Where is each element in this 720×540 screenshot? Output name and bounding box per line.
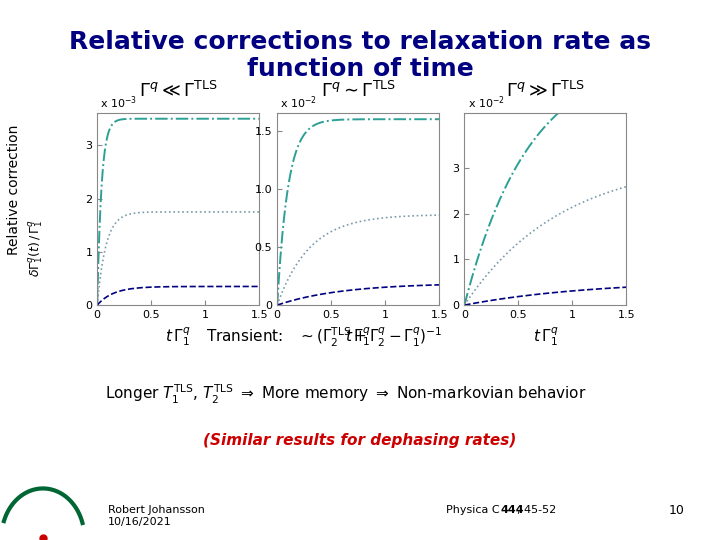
Text: 10: 10 (669, 504, 685, 517)
X-axis label: $t\,\Gamma_1^q$: $t\,\Gamma_1^q$ (533, 326, 558, 348)
Text: Relative correction: Relative correction (7, 125, 21, 255)
Text: Physica C: Physica C (446, 505, 503, 515)
Text: Robert Johansson
10/16/2021: Robert Johansson 10/16/2021 (108, 505, 205, 526)
Text: $\delta\Gamma_1^q(t)\,/\,\Gamma_1^q$: $\delta\Gamma_1^q(t)\,/\,\Gamma_1^q$ (27, 219, 45, 276)
Text: x 10$^{-3}$: x 10$^{-3}$ (101, 95, 138, 111)
Text: 444: 444 (500, 505, 524, 515)
Text: function of time: function of time (247, 57, 473, 80)
Text: x 10$^{-2}$: x 10$^{-2}$ (281, 95, 318, 111)
X-axis label: $t\,\Gamma_1^q$: $t\,\Gamma_1^q$ (166, 326, 191, 348)
Text: , 45-52: , 45-52 (517, 505, 557, 515)
Text: Relative corrections to relaxation rate as: Relative corrections to relaxation rate … (69, 30, 651, 53)
Text: x 10$^{-2}$: x 10$^{-2}$ (468, 95, 505, 111)
Text: Transient:   $\sim (\Gamma_2^{\mathrm{TLS}}+\Gamma_2^q-\Gamma_1^q)^{-1}$: Transient: $\sim (\Gamma_2^{\mathrm{TLS}… (206, 326, 442, 349)
X-axis label: $t\,\Gamma_1^q$: $t\,\Gamma_1^q$ (346, 326, 371, 348)
Title: $\Gamma^q \gg \Gamma^{\mathrm{TLS}}$: $\Gamma^q \gg \Gamma^{\mathrm{TLS}}$ (506, 80, 585, 101)
Title: $\Gamma^q \ll \Gamma^{\mathrm{TLS}}$: $\Gamma^q \ll \Gamma^{\mathrm{TLS}}$ (139, 80, 217, 101)
Text: (Similar results for dephasing rates): (Similar results for dephasing rates) (203, 433, 517, 448)
Title: $\Gamma^q \sim \Gamma^{\mathrm{TLS}}$: $\Gamma^q \sim \Gamma^{\mathrm{TLS}}$ (320, 80, 396, 101)
Text: Longer $T_1^{\mathrm{TLS}}$, $T_2^{\mathrm{TLS}}$ $\Rightarrow$ More memory $\Ri: Longer $T_1^{\mathrm{TLS}}$, $T_2^{\math… (105, 383, 586, 406)
